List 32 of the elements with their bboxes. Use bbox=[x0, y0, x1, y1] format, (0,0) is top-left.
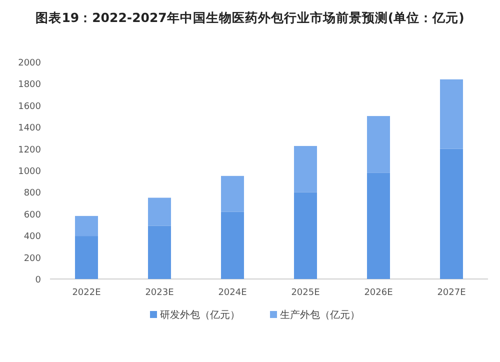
bar bbox=[440, 148, 463, 279]
bar bbox=[221, 212, 244, 279]
bar bbox=[148, 226, 171, 279]
y-tick-label: 400 bbox=[24, 232, 42, 242]
x-tick-label: 2024E bbox=[218, 288, 248, 298]
y-tick-label: 1400 bbox=[18, 124, 42, 134]
bar bbox=[440, 79, 463, 149]
bar bbox=[75, 236, 98, 279]
y-tick-label: 1600 bbox=[18, 102, 42, 112]
bar bbox=[367, 172, 390, 279]
y-tick-label: 0 bbox=[35, 276, 42, 286]
y-tick-label: 600 bbox=[24, 210, 42, 220]
bar bbox=[294, 192, 317, 279]
chart-title: 图表19：2022-2027年中国生物医药外包行业市场前景预测(单位：亿元) bbox=[36, 10, 464, 25]
bar bbox=[221, 176, 244, 212]
bar bbox=[294, 146, 317, 192]
x-tick-label: 2022E bbox=[72, 288, 102, 298]
legend-label: 生产外包（亿元） bbox=[280, 309, 360, 321]
x-tick-label: 2023E bbox=[145, 288, 174, 298]
x-tick-label: 2026E bbox=[364, 288, 394, 298]
y-tick-label: 1200 bbox=[18, 145, 42, 156]
x-tick-label: 2027E bbox=[437, 288, 466, 298]
bar bbox=[148, 198, 171, 226]
bar bbox=[367, 116, 390, 173]
x-tick-label: 2025E bbox=[291, 288, 320, 298]
y-tick-label: 800 bbox=[24, 188, 42, 199]
y-tick-label: 2000 bbox=[18, 58, 42, 68]
y-tick-label: 200 bbox=[24, 254, 42, 264]
y-tick-label: 1800 bbox=[18, 80, 42, 90]
legend-label: 研发外包（亿元） bbox=[160, 309, 240, 321]
bar bbox=[75, 216, 98, 236]
y-tick-label: 1000 bbox=[18, 167, 42, 177]
